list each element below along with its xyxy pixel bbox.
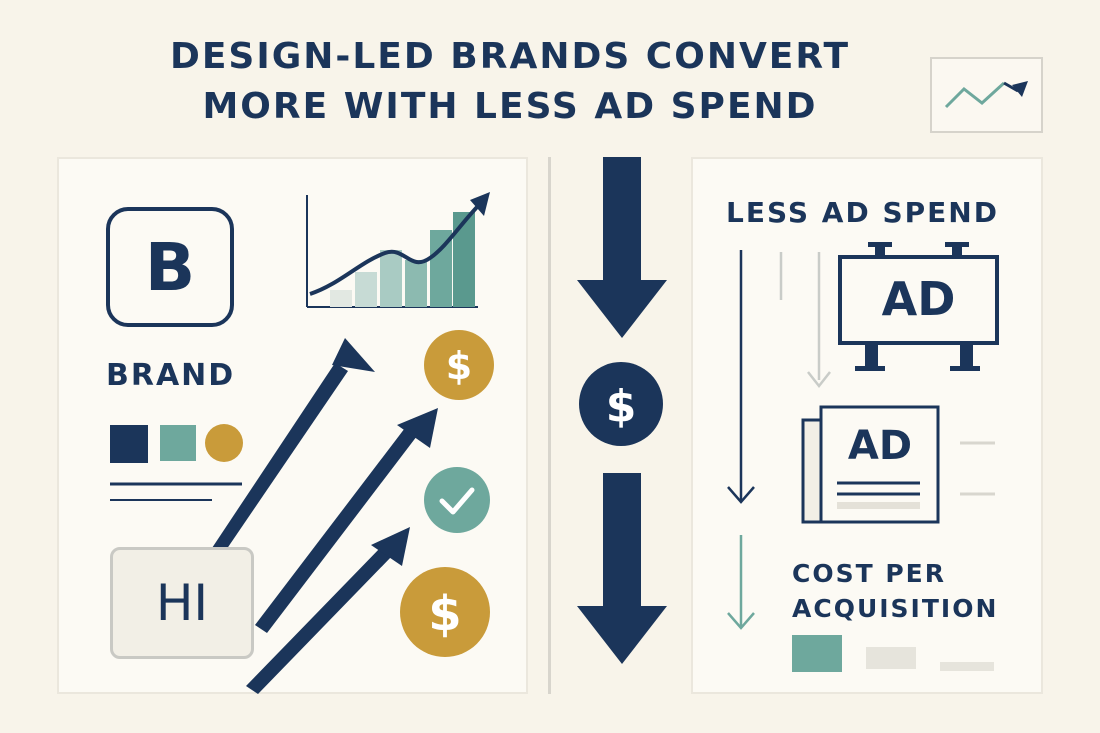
swatch-navy bbox=[110, 425, 148, 463]
billboard-icon bbox=[838, 242, 999, 371]
thin-down-arrow-icon bbox=[727, 535, 755, 630]
newspaper-text: AD bbox=[847, 423, 913, 469]
brand-letter: B bbox=[144, 228, 196, 306]
title-line-1: DESIGN-LED BRANDS CONVERT bbox=[169, 36, 851, 77]
brand-logo: B bbox=[106, 207, 234, 327]
dollar-coin-icon: $ bbox=[424, 330, 494, 400]
trend-up-icon bbox=[944, 81, 1028, 109]
thin-down-arrow-icon bbox=[779, 252, 831, 389]
center-divider bbox=[548, 157, 551, 694]
cpa-label: COST PER ACQUISITION bbox=[792, 556, 998, 626]
brand-label: BRAND bbox=[106, 358, 236, 393]
dollar-coin-icon: $ bbox=[400, 567, 490, 657]
thin-down-arrow-icon bbox=[727, 250, 755, 504]
greeting-text: HI bbox=[155, 574, 209, 632]
newspaper-icon bbox=[801, 405, 995, 524]
svg-text:$: $ bbox=[606, 381, 637, 432]
page-title: DESIGN-LED BRANDS CONVERT MORE WITH LESS… bbox=[130, 32, 890, 132]
growth-chart-icon bbox=[306, 192, 490, 308]
down-arrow-icon bbox=[577, 473, 667, 664]
cpa-bars bbox=[792, 635, 994, 672]
svg-text:$: $ bbox=[428, 586, 461, 642]
brand-swatches bbox=[110, 424, 243, 501]
cpa-line-2: ACQUISITION bbox=[792, 594, 999, 623]
trend-badge bbox=[930, 57, 1043, 133]
dollar-coin-icon: $ bbox=[579, 362, 663, 446]
growth-arrows-icon bbox=[212, 338, 438, 694]
check-circle-icon bbox=[424, 467, 490, 533]
title-line-2: MORE WITH LESS AD SPEND bbox=[202, 86, 818, 127]
swatch-teal bbox=[160, 425, 196, 461]
svg-text:$: $ bbox=[446, 344, 472, 388]
down-arrow-icon bbox=[577, 157, 667, 338]
cpa-line-1: COST PER bbox=[792, 559, 947, 588]
less-ad-spend-heading: LESS AD SPEND bbox=[726, 196, 999, 229]
billboard-text: AD bbox=[881, 272, 956, 326]
greeting-card: HI bbox=[110, 547, 254, 659]
swatch-gold bbox=[205, 424, 243, 462]
